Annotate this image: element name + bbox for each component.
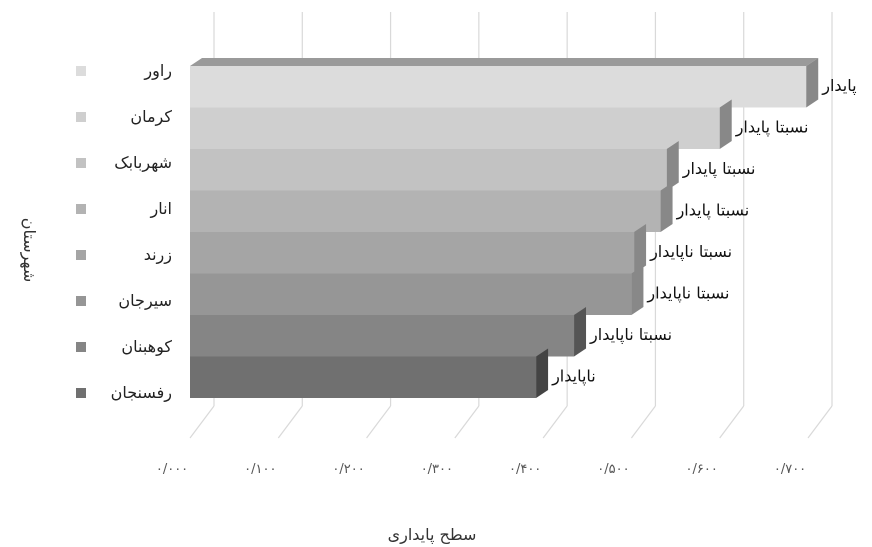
legend: راور کرمان شهربابک انار زرند سیرجان کوهبنان رفس… bbox=[76, 61, 172, 403]
legend-item: انار bbox=[76, 199, 172, 219]
bar bbox=[190, 224, 647, 274]
legend-label: شهربابک bbox=[114, 153, 172, 173]
grid-line bbox=[189, 405, 215, 439]
bar bbox=[190, 182, 673, 232]
bar-front-face bbox=[190, 232, 635, 274]
legend-item: رفسنجان bbox=[76, 383, 172, 403]
bar-data-label: نسبتا پایدار bbox=[735, 117, 809, 137]
legend-label: راور bbox=[143, 61, 172, 81]
grid-line bbox=[366, 405, 392, 439]
bar-labels: پایدار نسبتا پایدار نسبتا پایدار نسبتا پاید… bbox=[551, 76, 857, 387]
bars bbox=[190, 58, 819, 398]
x-tick-label: ۰/۰۰۰ bbox=[156, 462, 188, 477]
bar-data-label: پایدار bbox=[821, 76, 856, 96]
bar-side-face bbox=[660, 182, 673, 232]
grid-line bbox=[630, 405, 656, 439]
bar-front-face bbox=[190, 356, 537, 398]
legend-item: زرند bbox=[76, 245, 172, 265]
grid-line bbox=[807, 405, 833, 439]
legend-label: سیرجان bbox=[118, 291, 172, 311]
bar-front-face bbox=[190, 190, 661, 232]
bar-data-label: نسبتا ناپایدار bbox=[646, 283, 729, 303]
bar-front-face bbox=[190, 149, 667, 191]
legend-swatch bbox=[76, 388, 86, 398]
bar bbox=[190, 348, 549, 398]
x-tick-label: ۰/۶۰۰ bbox=[686, 462, 718, 477]
legend-swatch bbox=[76, 250, 86, 260]
y-axis-title: شهرستان bbox=[19, 218, 39, 282]
x-tick-label: ۰/۳۰۰ bbox=[421, 462, 453, 477]
legend-label: کوهبنان bbox=[121, 337, 172, 357]
bar-side-face bbox=[666, 141, 679, 191]
legend-label: کرمان bbox=[130, 107, 172, 127]
legend-swatch bbox=[76, 112, 86, 122]
bar bbox=[190, 307, 587, 357]
bar-data-label: نسبتا ناپایدار bbox=[589, 325, 672, 345]
bar-data-label: نسبتا ناپایدار bbox=[649, 242, 732, 262]
bar-side-face bbox=[806, 58, 819, 108]
legend-swatch bbox=[76, 204, 86, 214]
bar bbox=[190, 58, 819, 108]
x-tick-label: ۰/۲۰۰ bbox=[332, 462, 364, 477]
legend-swatch bbox=[76, 158, 86, 168]
bar-data-label: ناپایدار bbox=[551, 366, 596, 386]
x-tick-label: ۰/۵۰۰ bbox=[597, 462, 629, 477]
legend-item: کرمان bbox=[76, 107, 172, 127]
legend-label: انار bbox=[150, 199, 173, 219]
bar-front-face bbox=[190, 315, 575, 357]
grid-line bbox=[542, 405, 568, 439]
x-tick-labels: ۰/۰۰۰ ۰/۱۰۰ ۰/۲۰۰ ۰/۳۰۰ ۰/۴۰۰ ۰/۵۰۰ ۰/۶۰۰ ۰/۷۰۰ bbox=[156, 462, 806, 477]
bar-front-face bbox=[190, 273, 632, 315]
legend-swatch bbox=[76, 342, 86, 352]
bar-side-face bbox=[634, 224, 647, 274]
bar-side-face bbox=[536, 348, 549, 398]
bar-side-face bbox=[574, 307, 587, 357]
bar-side-face bbox=[631, 265, 644, 315]
legend-item: شهربابک bbox=[76, 153, 172, 173]
legend-item: کوهبنان bbox=[76, 337, 172, 357]
legend-item: سیرجان bbox=[76, 291, 172, 311]
legend-swatch bbox=[76, 66, 86, 76]
legend-swatch bbox=[76, 296, 86, 306]
grid-line bbox=[719, 405, 745, 439]
x-axis-title: سطح پایداری bbox=[388, 525, 477, 545]
bar bbox=[190, 141, 679, 191]
x-tick-label: ۰/۱۰۰ bbox=[244, 462, 276, 477]
grid-line bbox=[454, 405, 480, 439]
bar-data-label: نسبتا پایدار bbox=[676, 200, 750, 220]
legend-label: زرند bbox=[144, 245, 172, 265]
bar-top-face bbox=[190, 58, 819, 66]
legend-item: راور bbox=[76, 61, 172, 81]
bar-front-face bbox=[190, 107, 720, 149]
bar-data-label: نسبتا پایدار bbox=[682, 159, 756, 179]
x-tick-label: ۰/۴۰۰ bbox=[509, 462, 541, 477]
legend-label: رفسنجان bbox=[111, 383, 172, 403]
bar bbox=[190, 99, 732, 149]
bar-side-face bbox=[719, 99, 732, 149]
x-tick-label: ۰/۷۰۰ bbox=[774, 462, 806, 477]
bar bbox=[190, 265, 644, 315]
grid-line bbox=[277, 405, 303, 439]
bar-front-face bbox=[190, 66, 807, 108]
